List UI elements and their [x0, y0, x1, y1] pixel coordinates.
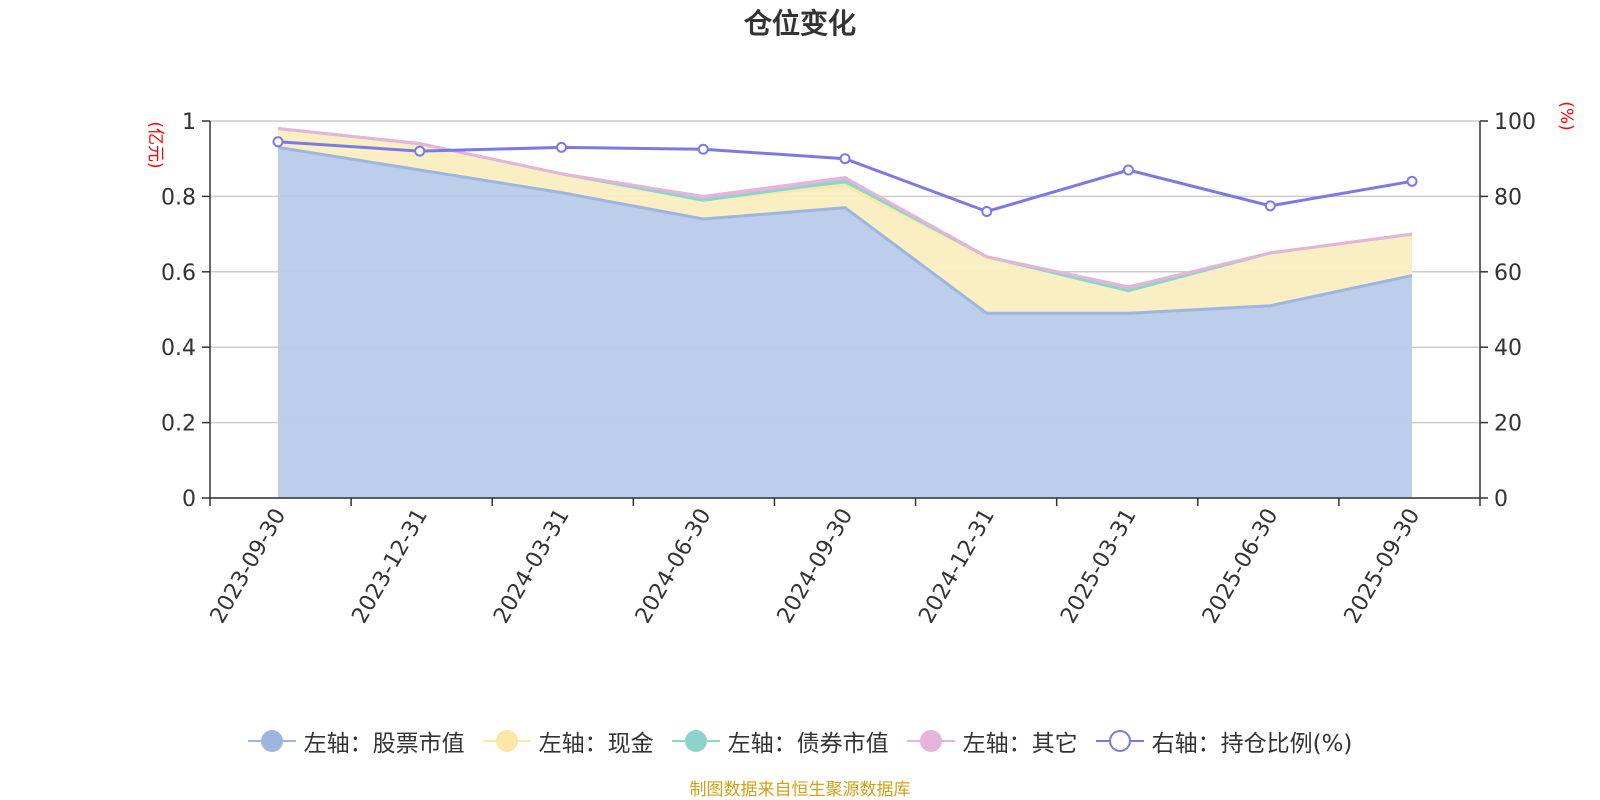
legend-label: 左轴：现金 — [538, 731, 654, 757]
left-axis-tick-label: 1 — [182, 110, 196, 135]
right-axis-tick-label: 100 — [1494, 110, 1536, 135]
legend-label: 左轴：债券市值 — [727, 731, 889, 757]
line-point[interactable] — [839, 153, 851, 165]
area-edge-左轴：其它 — [277, 127, 1413, 289]
line-point[interactable] — [414, 145, 426, 157]
area-edge-左轴：股票市值 — [277, 145, 1413, 315]
right-axis-unit: (%) — [1556, 101, 1576, 130]
x-axis-tick-label: 2024-06-30 — [631, 505, 717, 628]
legend: 左轴：股票市值 左轴：现金 左轴：债券市值 左轴：其它 右轴：持仓比例(%) — [0, 724, 1600, 758]
line-point[interactable] — [1123, 164, 1134, 176]
legend-item[interactable]: 左轴：其它 — [906, 724, 1078, 758]
left-axis-tick-label: 0.4 — [161, 336, 196, 361]
ratio-line — [272, 136, 1418, 217]
line-point[interactable] — [697, 143, 709, 155]
x-axis-tick-label: 2023-12-31 — [347, 505, 433, 628]
line-point[interactable] — [1406, 175, 1418, 187]
left-axis-tick-label: 0.6 — [161, 261, 196, 286]
left-axis-tick-label: 0 — [182, 487, 196, 512]
right-axis-tick-label: 0 — [1494, 487, 1508, 512]
x-axis-tick-label: 2024-09-30 — [773, 505, 859, 628]
legend-label: 左轴：股票市值 — [303, 731, 465, 757]
legend-label: 左轴：其它 — [962, 731, 1078, 757]
right-axis-tick-label: 40 — [1494, 336, 1522, 361]
left-axis-tick-label: 0.2 — [161, 412, 196, 437]
stacked-areas — [277, 127, 1413, 498]
left-axis-unit: (亿元) — [145, 121, 165, 168]
area-左轴：股票市值 — [278, 147, 1412, 498]
line-point[interactable] — [272, 136, 284, 148]
x-axis-tick-label: 2025-06-30 — [1198, 505, 1284, 628]
legend-swatch-icon — [671, 728, 720, 754]
legend-swatch-icon — [1095, 728, 1144, 754]
legend-item[interactable]: 左轴：股票市值 — [247, 724, 465, 758]
legend-swatch-icon — [906, 728, 955, 754]
right-axis-tick-label: 60 — [1494, 261, 1522, 286]
legend-item[interactable]: 左轴：现金 — [482, 724, 654, 758]
x-axis-tick-label: 2024-12-31 — [914, 505, 1000, 628]
legend-swatch-icon — [247, 728, 296, 754]
x-axis-tick-label: 2025-09-30 — [1340, 505, 1426, 628]
right-axis-tick-label: 80 — [1494, 185, 1522, 210]
legend-item[interactable]: 左轴：债券市值 — [671, 724, 889, 758]
legend-label: 右轴：持仓比例(%) — [1151, 731, 1353, 757]
x-axis-tick-label: 2025-03-31 — [1056, 505, 1142, 628]
legend-swatch-icon — [482, 728, 531, 754]
legend-item[interactable]: 右轴：持仓比例(%) — [1095, 724, 1353, 758]
line-point[interactable] — [1264, 200, 1276, 212]
left-axis-tick-label: 0.8 — [161, 185, 196, 210]
right-axis-tick-label: 20 — [1494, 412, 1522, 437]
x-axis-tick-label: 2024-03-31 — [489, 505, 575, 628]
line-point[interactable] — [556, 141, 567, 153]
x-axis-tick-label: 2023-09-30 — [206, 505, 292, 628]
line-point[interactable] — [981, 205, 993, 217]
source-note: 制图数据来自恒生聚源数据库 — [689, 780, 911, 800]
chart-title: 仓位变化 — [743, 7, 856, 40]
